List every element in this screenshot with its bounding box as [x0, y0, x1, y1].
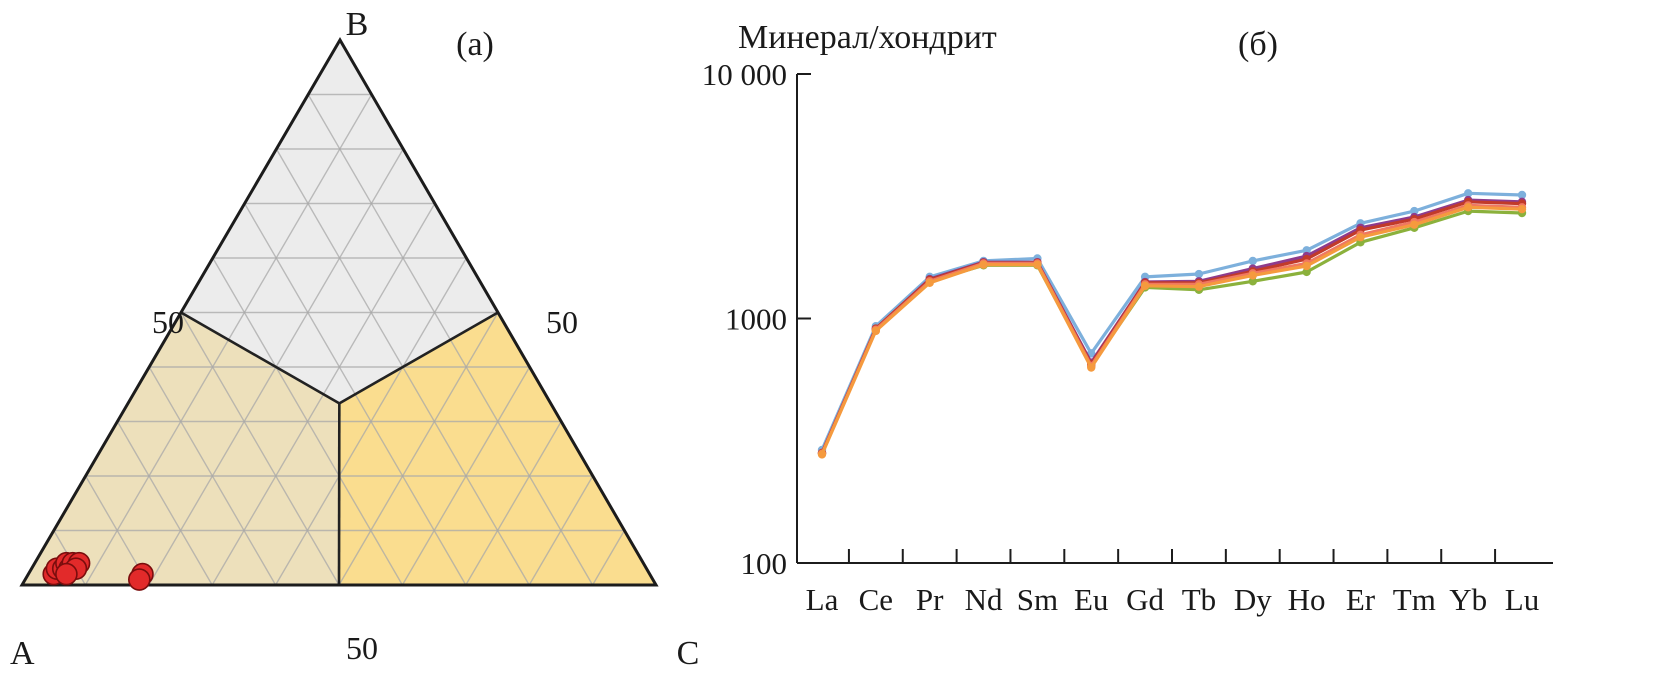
ree-diagram: Минерал/хондрит (б) 100 1000 10 000 La Ce Pr… [702, 19, 1553, 617]
vertex-label-a: A [10, 635, 35, 672]
vertex-label-c: C [677, 635, 700, 672]
edge-tick-label-bottom: 50 [346, 630, 378, 666]
series-line [820, 205, 1523, 456]
series-line [820, 191, 1523, 451]
ternary-grid-line [180, 312, 340, 586]
x-tick-label: Dy [1234, 582, 1272, 617]
ternary-diagram: B A C 50 50 50 (a) [10, 6, 699, 672]
series-marker [925, 278, 934, 287]
series-marker [817, 450, 827, 459]
ternary-grid-line [465, 421, 562, 586]
y-tick-label: 100 [741, 546, 788, 581]
series-line [820, 198, 1523, 454]
vertex-label-b: B [346, 6, 369, 43]
x-tick-labels: La Ce Pr Nd Sm Eu Gd Tb Dy Ho Er Tm Yb Lu [806, 582, 1540, 617]
y-axis-title: Минерал/хондрит [738, 19, 997, 56]
field-boundary-line [180, 311, 340, 405]
series-marker [1302, 267, 1311, 277]
ternary-grid-line [401, 366, 531, 586]
series-marker [979, 260, 988, 269]
series-marker [1410, 206, 1419, 216]
x-tick-label: Sm [1017, 582, 1058, 617]
x-tick-label: Tm [1393, 582, 1436, 617]
series-marker [1248, 277, 1257, 286]
chart-axes [796, 73, 1553, 564]
series-marker [1410, 220, 1419, 229]
ternary-grid-line [338, 312, 499, 586]
ternary-outline [19, 37, 659, 587]
ternary-field-boundaries [180, 311, 499, 586]
series-marker [1248, 256, 1257, 266]
x-tick-label: La [806, 582, 839, 617]
field-c-region [339, 312, 656, 585]
x-tick-label: Er [1346, 582, 1376, 617]
field-boundary-line [338, 311, 499, 405]
x-tick-label: Lu [1505, 582, 1539, 617]
ternary-points [42, 551, 154, 591]
x-tick-label: Tb [1182, 582, 1216, 617]
series-marker [1302, 261, 1311, 271]
data-point [55, 562, 78, 586]
ternary-grid-line [528, 475, 594, 586]
x-tick-label: Nd [965, 582, 1003, 617]
panel-label-a: (a) [456, 26, 494, 63]
x-tick-label: Ho [1288, 582, 1326, 617]
data-point [128, 568, 151, 591]
series-lines [817, 189, 1527, 459]
series-marker [1463, 189, 1473, 198]
series-marker [1463, 203, 1473, 212]
y-tick-label: 10 000 [702, 57, 787, 92]
x-tick-label: Eu [1074, 582, 1108, 617]
series-marker [1517, 190, 1527, 200]
series-line [820, 209, 1523, 455]
x-tick-label: Pr [916, 582, 944, 617]
edge-tick-label-left: 50 [152, 304, 184, 340]
series-marker [1194, 269, 1204, 279]
series-marker [1356, 233, 1365, 242]
series-marker [871, 326, 881, 336]
series-line [820, 203, 1523, 455]
series-marker [1087, 363, 1096, 372]
series-marker [1248, 271, 1257, 280]
series-line [820, 200, 1523, 454]
ternary-grid-line [116, 421, 213, 586]
x-tick-label: Ce [859, 582, 893, 617]
series-marker [1033, 260, 1042, 269]
ternary-grid-line [591, 530, 626, 586]
series-marker [1194, 282, 1204, 291]
y-tick-label: 1000 [725, 302, 787, 337]
field-a-region [22, 312, 340, 585]
edge-tick-label-right: 50 [546, 304, 578, 340]
y-tick-labels: 100 1000 10 000 [702, 57, 787, 581]
series-marker [1517, 204, 1527, 214]
series-marker [1140, 281, 1150, 291]
series-marker [1302, 246, 1311, 255]
panel-label-b: (б) [1238, 26, 1278, 63]
ternary-grid-line [148, 366, 277, 586]
x-tick-label: Yb [1449, 582, 1487, 617]
x-tick-label: Gd [1126, 582, 1164, 617]
